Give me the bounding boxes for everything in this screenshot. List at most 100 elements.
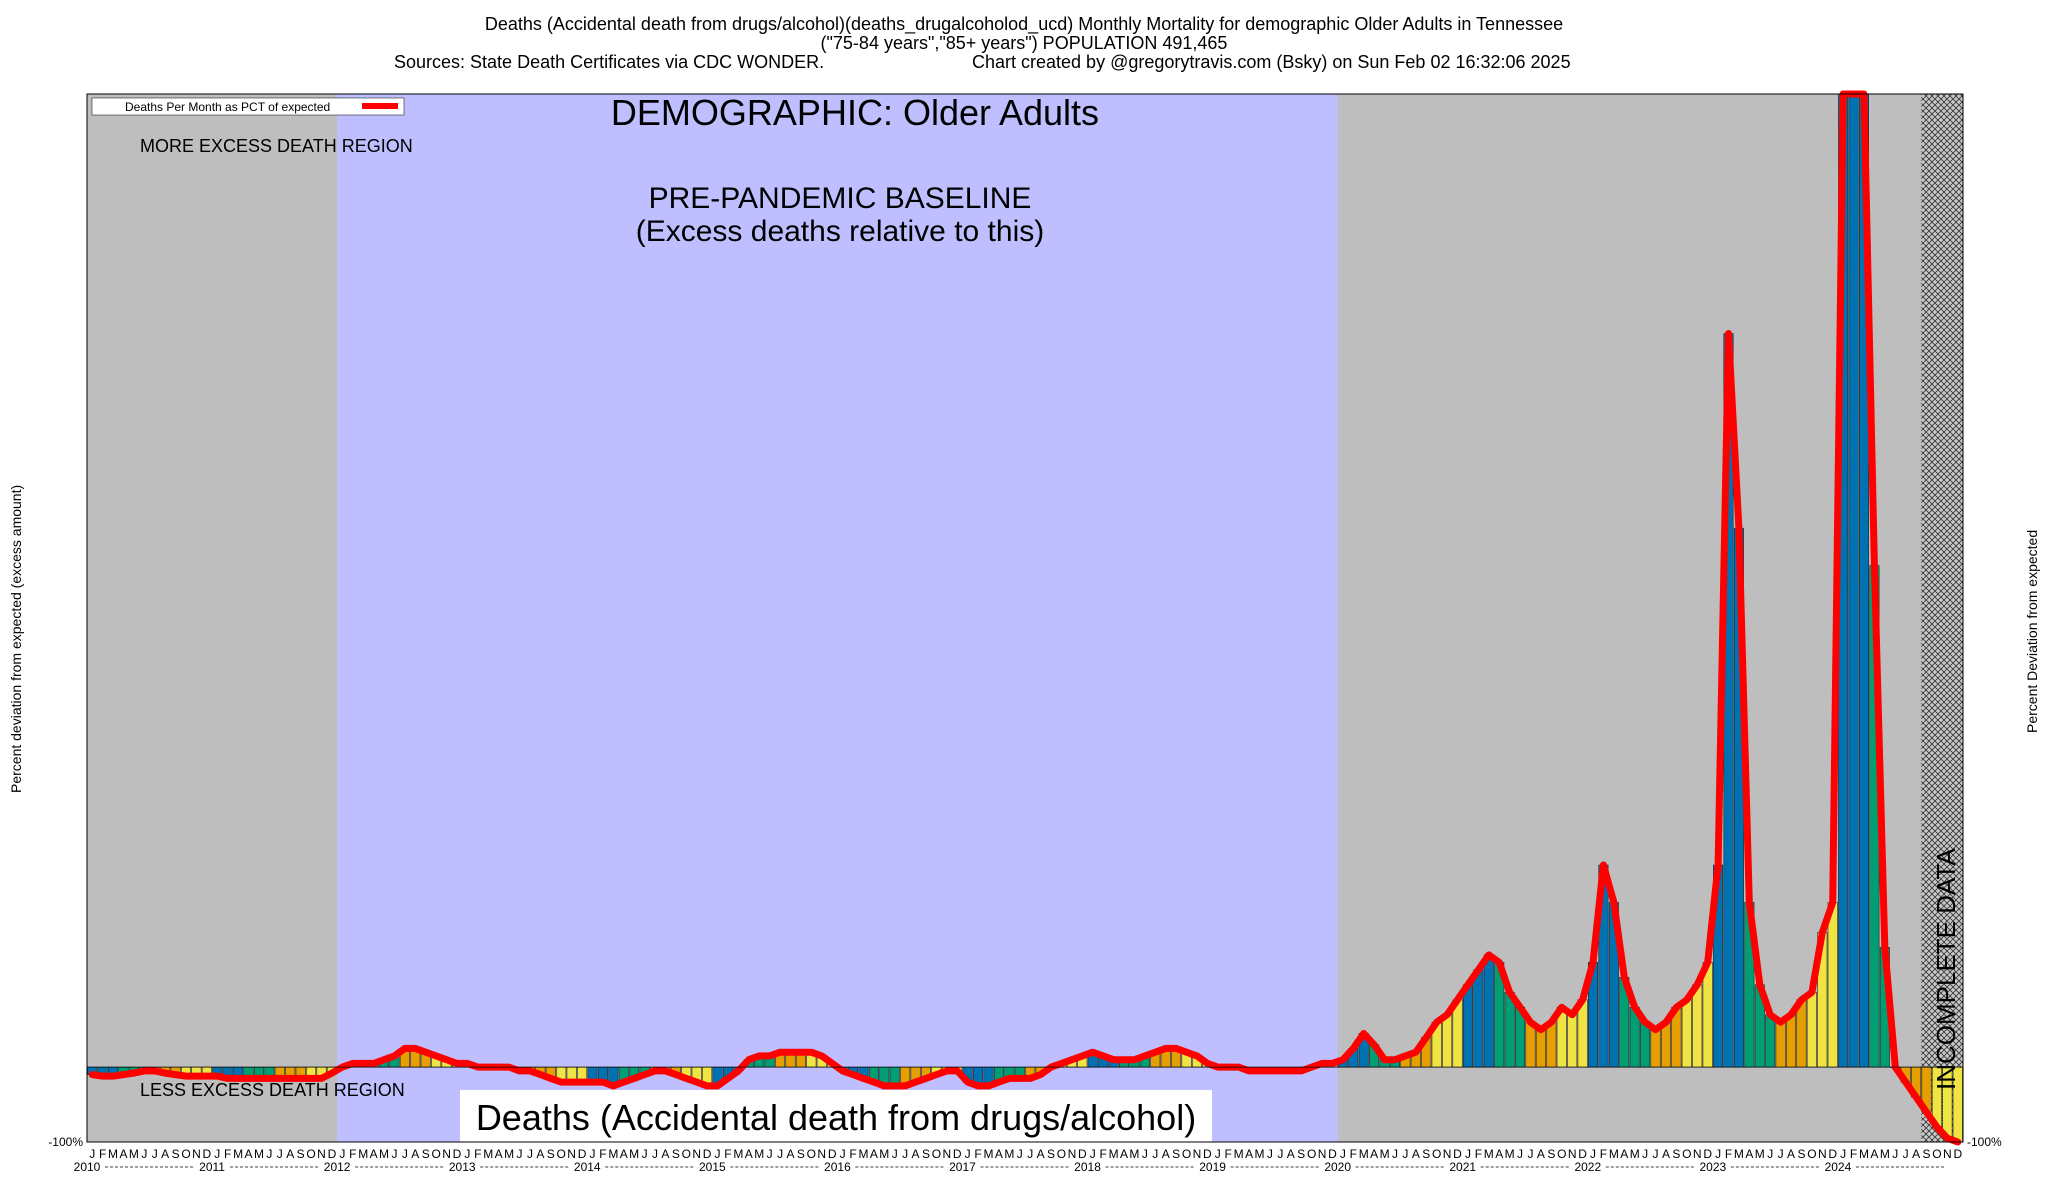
x-tick-year: 2021 [1449,1160,1476,1174]
x-tick-month: J [1767,1147,1773,1161]
chart-title-line1: Deaths (Accidental death from drugs/alco… [484,14,1564,34]
x-tick-month: A [536,1147,544,1161]
x-tick-month: J [715,1147,721,1161]
data-bar [1650,1029,1661,1068]
x-tick-month: J [1840,1147,1846,1161]
data-bar [1504,991,1515,1068]
x-tick-month: N [1193,1147,1202,1161]
x-tick-month: J [464,1147,470,1161]
x-tick-month: M [483,1147,493,1161]
x-tick-month: N [442,1147,451,1161]
x-tick-month: D [1078,1147,1087,1161]
x-tick-month: N [192,1147,201,1161]
data-bar [1765,1014,1776,1068]
x-tick-month: J [777,1147,783,1161]
x-tick-month: O [557,1147,566,1161]
x-tick-month: O [1807,1147,1816,1161]
x-tick-month: A [786,1147,794,1161]
x-tick-month: A [912,1147,920,1161]
x-tick-month: J [1892,1147,1898,1161]
x-tick-month: M [1004,1147,1014,1161]
data-bar [1473,969,1484,1068]
x-tick-month: J [1215,1147,1221,1161]
x-tick-month: N [1693,1147,1702,1161]
x-tick-month: M [1609,1147,1619,1161]
x-tick-month: M [733,1147,743,1161]
x-tick-month: J [1090,1147,1096,1161]
x-tick-month: J [1778,1147,1784,1161]
x-tick-month: J [339,1147,345,1161]
x-tick-month: J [277,1147,283,1161]
x-tick-month: F [1600,1147,1607,1161]
x-tick-month: F [724,1147,731,1161]
x-tick-month: M [379,1147,389,1161]
x-tick-month: D [1578,1147,1587,1161]
x-tick-month: J [902,1147,908,1161]
x-tick-month: M [754,1147,764,1161]
x-tick-month: J [892,1147,898,1161]
x-tick-month: J [1142,1147,1148,1161]
x-tick-month: A [1287,1147,1295,1161]
x-tick-month: A [870,1147,878,1161]
x-tick-month: J [965,1147,971,1161]
x-tick-month: O [431,1147,440,1161]
data-bar [1535,1029,1546,1068]
data-bar [1546,1021,1557,1068]
x-tick-month: D [1453,1147,1462,1161]
x-tick-month: J [1642,1147,1648,1161]
x-tick-month: N [1818,1147,1827,1161]
x-tick-month: N [692,1147,701,1161]
x-tick-month: J [517,1147,523,1161]
data-bar [1483,954,1494,1068]
less-excess-label: LESS EXCESS DEATH REGION [140,1080,405,1100]
x-tick-month: M [1505,1147,1515,1161]
x-tick-month: N [1068,1147,1077,1161]
x-tick-month: J [1517,1147,1523,1161]
baseline-label-line1: PRE-PANDEMIC BASELINE [649,182,1032,215]
x-tick-month: M [129,1147,139,1161]
x-tick-month: J [1653,1147,1659,1161]
incomplete-data-region [1921,94,1963,1142]
x-tick-month: J [642,1147,648,1161]
x-tick-month: J [1392,1147,1398,1161]
demographic-label: DEMOGRAPHIC: Older Adults [611,92,1099,133]
x-tick-month: M [1380,1147,1390,1161]
data-bar [1442,1014,1453,1068]
x-tick-month: J [1277,1147,1283,1161]
x-tick-month: D [828,1147,837,1161]
x-tick-month: O [1432,1147,1441,1161]
x-tick-month: F [1099,1147,1106,1161]
x-tick-month: A [119,1147,127,1161]
x-tick-year: 2016 [824,1160,851,1174]
x-tick-month: M [1255,1147,1265,1161]
x-tick-month: M [984,1147,994,1161]
x-tick-month: S [297,1147,305,1161]
x-tick-month: S [922,1147,930,1161]
x-tick-month: A [1870,1147,1878,1161]
x-tick-month: A [1912,1147,1920,1161]
chart-credit: Chart created by @gregorytravis.com (Bsk… [972,52,1571,72]
x-tick-month: F [1725,1147,1732,1161]
x-tick-month: J [266,1147,272,1161]
data-bar [1640,1021,1651,1068]
x-tick-month: O [682,1147,691,1161]
x-tick-month: A [1495,1147,1503,1161]
chart-title-line2: ("75-84 years","85+ years") POPULATION 4… [820,33,1228,53]
x-tick-month: F [1850,1147,1857,1161]
x-tick-month: M [1630,1147,1640,1161]
x-tick-year: 2011 [199,1160,225,1174]
x-tick-month: O [1557,1147,1566,1161]
x-tick-month: A [1662,1147,1670,1161]
x-tick-month: O [1307,1147,1316,1161]
x-tick-month: A [1245,1147,1253,1161]
x-tick-year: 2017 [949,1160,976,1174]
x-tick-month: A [1787,1147,1795,1161]
x-tick-month: J [1402,1147,1408,1161]
x-tick-month: N [1943,1147,1952,1161]
x-tick-month: F [1225,1147,1232,1161]
x-tick-month: N [567,1147,576,1161]
x-tick-month: A [245,1147,253,1161]
y-tick-label-right: -100% [1967,1135,2002,1149]
x-tick-month: F [1350,1147,1357,1161]
x-tick-month: M [1234,1147,1244,1161]
